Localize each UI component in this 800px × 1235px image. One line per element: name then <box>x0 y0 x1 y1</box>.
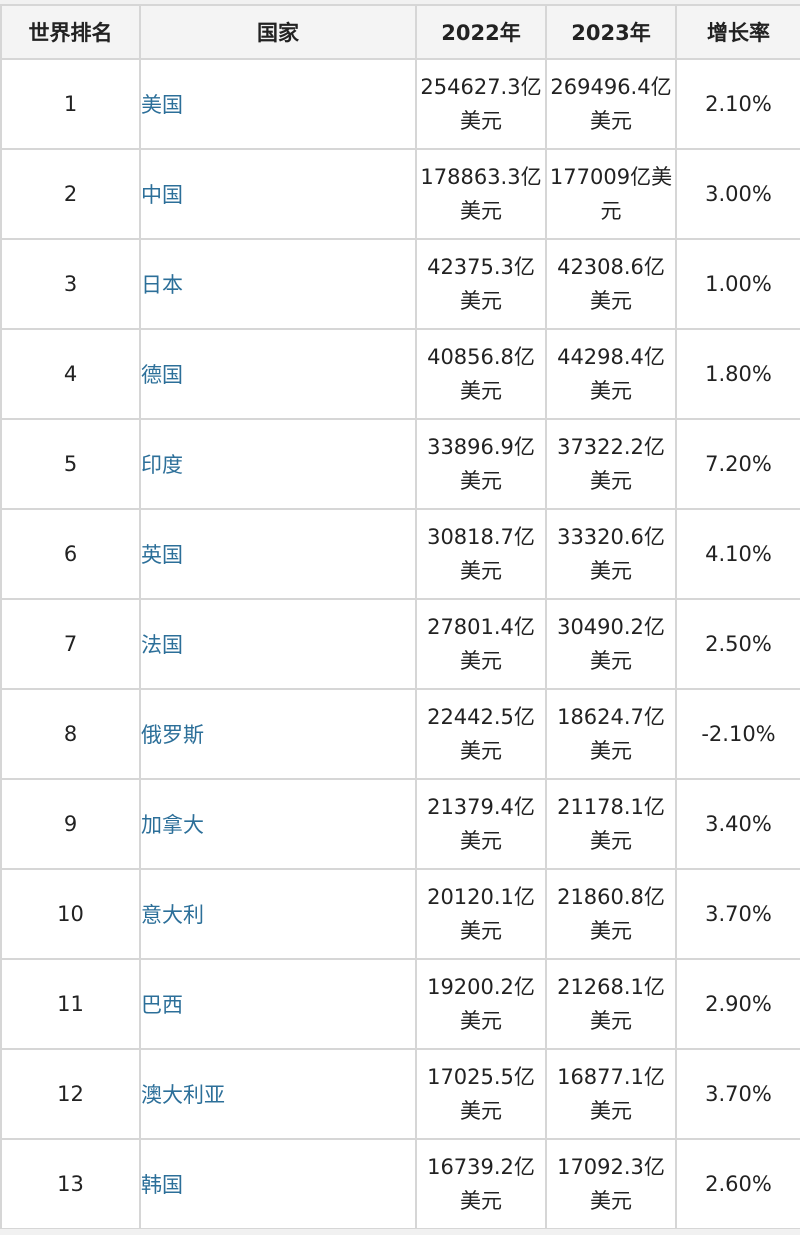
rank-cell: 3 <box>0 238 141 330</box>
gdp-2022-cell: 20120.1亿美元 <box>415 868 547 960</box>
gdp-2023-cell: 17092.3亿美元 <box>545 1138 677 1230</box>
country-link[interactable]: 英国 <box>139 508 417 600</box>
table-row: 12 澳大利亚 17025.5亿美元 16877.1亿美元 3.70% <box>0 1048 800 1140</box>
gdp-2022-cell: 16739.2亿美元 <box>415 1138 547 1230</box>
country-link[interactable]: 法国 <box>139 598 417 690</box>
table-row: 2 中国 178863.3亿美元 177009亿美元 3.00% <box>0 148 800 240</box>
growth-rate-cell: 2.50% <box>675 598 800 690</box>
rank-cell: 1 <box>0 58 141 150</box>
rank-cell: 8 <box>0 688 141 780</box>
rank-cell: 12 <box>0 1048 141 1140</box>
gdp-ranking-table: 世界排名 国家 2022年 2023年 增长率 1 美国 254627.3亿美元… <box>0 4 800 1230</box>
rank-cell: 6 <box>0 508 141 600</box>
growth-rate-cell: 7.20% <box>675 418 800 510</box>
table-row: 5 印度 33896.9亿美元 37322.2亿美元 7.20% <box>0 418 800 510</box>
country-link[interactable]: 韩国 <box>139 1138 417 1230</box>
gdp-2022-cell: 22442.5亿美元 <box>415 688 547 780</box>
gdp-2022-cell: 19200.2亿美元 <box>415 958 547 1050</box>
rank-cell: 5 <box>0 418 141 510</box>
gdp-2022-cell: 17025.5亿美元 <box>415 1048 547 1140</box>
growth-rate-cell: -2.10% <box>675 688 800 780</box>
country-link[interactable]: 俄罗斯 <box>139 688 417 780</box>
header-2022: 2022年 <box>415 4 547 60</box>
bottom-strip <box>0 1229 800 1235</box>
rank-cell: 13 <box>0 1138 141 1230</box>
gdp-2023-cell: 21860.8亿美元 <box>545 868 677 960</box>
country-link[interactable]: 德国 <box>139 328 417 420</box>
header-2023: 2023年 <box>545 4 677 60</box>
gdp-2023-cell: 21178.1亿美元 <box>545 778 677 870</box>
growth-rate-cell: 1.00% <box>675 238 800 330</box>
table-row: 9 加拿大 21379.4亿美元 21178.1亿美元 3.40% <box>0 778 800 870</box>
growth-rate-cell: 2.90% <box>675 958 800 1050</box>
gdp-2022-cell: 33896.9亿美元 <box>415 418 547 510</box>
growth-rate-cell: 2.60% <box>675 1138 800 1230</box>
table-header: 世界排名 国家 2022年 2023年 增长率 <box>0 4 800 60</box>
gdp-2023-cell: 18624.7亿美元 <box>545 688 677 780</box>
country-link[interactable]: 加拿大 <box>139 778 417 870</box>
rank-cell: 10 <box>0 868 141 960</box>
growth-rate-cell: 1.80% <box>675 328 800 420</box>
rank-cell: 2 <box>0 148 141 240</box>
gdp-2023-cell: 16877.1亿美元 <box>545 1048 677 1140</box>
gdp-2023-cell: 21268.1亿美元 <box>545 958 677 1050</box>
table-row: 4 德国 40856.8亿美元 44298.4亿美元 1.80% <box>0 328 800 420</box>
country-link[interactable]: 印度 <box>139 418 417 510</box>
header-growth: 增长率 <box>675 4 800 60</box>
gdp-2022-cell: 40856.8亿美元 <box>415 328 547 420</box>
growth-rate-cell: 3.70% <box>675 1048 800 1140</box>
gdp-2023-cell: 269496.4亿美元 <box>545 58 677 150</box>
table-row: 8 俄罗斯 22442.5亿美元 18624.7亿美元 -2.10% <box>0 688 800 780</box>
country-link[interactable]: 日本 <box>139 238 417 330</box>
gdp-2023-cell: 177009亿美元 <box>545 148 677 240</box>
table-body: 1 美国 254627.3亿美元 269496.4亿美元 2.10% 2 中国 … <box>0 58 800 1230</box>
header-row: 世界排名 国家 2022年 2023年 增长率 <box>0 4 800 60</box>
table-row: 11 巴西 19200.2亿美元 21268.1亿美元 2.90% <box>0 958 800 1050</box>
gdp-2023-cell: 37322.2亿美元 <box>545 418 677 510</box>
growth-rate-cell: 3.00% <box>675 148 800 240</box>
rank-cell: 7 <box>0 598 141 690</box>
table-row: 7 法国 27801.4亿美元 30490.2亿美元 2.50% <box>0 598 800 690</box>
table-row: 13 韩国 16739.2亿美元 17092.3亿美元 2.60% <box>0 1138 800 1230</box>
growth-rate-cell: 4.10% <box>675 508 800 600</box>
gdp-2022-cell: 178863.3亿美元 <box>415 148 547 240</box>
growth-rate-cell: 2.10% <box>675 58 800 150</box>
gdp-2022-cell: 21379.4亿美元 <box>415 778 547 870</box>
rank-cell: 9 <box>0 778 141 870</box>
gdp-2023-cell: 33320.6亿美元 <box>545 508 677 600</box>
header-rank: 世界排名 <box>0 4 141 60</box>
country-link[interactable]: 澳大利亚 <box>139 1048 417 1140</box>
growth-rate-cell: 3.40% <box>675 778 800 870</box>
gdp-2022-cell: 27801.4亿美元 <box>415 598 547 690</box>
rank-cell: 4 <box>0 328 141 420</box>
gdp-2022-cell: 30818.7亿美元 <box>415 508 547 600</box>
table-row: 3 日本 42375.3亿美元 42308.6亿美元 1.00% <box>0 238 800 330</box>
table-row: 6 英国 30818.7亿美元 33320.6亿美元 4.10% <box>0 508 800 600</box>
gdp-2023-cell: 30490.2亿美元 <box>545 598 677 690</box>
gdp-2023-cell: 44298.4亿美元 <box>545 328 677 420</box>
rank-cell: 11 <box>0 958 141 1050</box>
table-row: 10 意大利 20120.1亿美元 21860.8亿美元 3.70% <box>0 868 800 960</box>
growth-rate-cell: 3.70% <box>675 868 800 960</box>
country-link[interactable]: 意大利 <box>139 868 417 960</box>
country-link[interactable]: 中国 <box>139 148 417 240</box>
header-country: 国家 <box>139 4 417 60</box>
table-row: 1 美国 254627.3亿美元 269496.4亿美元 2.10% <box>0 58 800 150</box>
gdp-2022-cell: 42375.3亿美元 <box>415 238 547 330</box>
gdp-2022-cell: 254627.3亿美元 <box>415 58 547 150</box>
country-link[interactable]: 巴西 <box>139 958 417 1050</box>
country-link[interactable]: 美国 <box>139 58 417 150</box>
gdp-2023-cell: 42308.6亿美元 <box>545 238 677 330</box>
